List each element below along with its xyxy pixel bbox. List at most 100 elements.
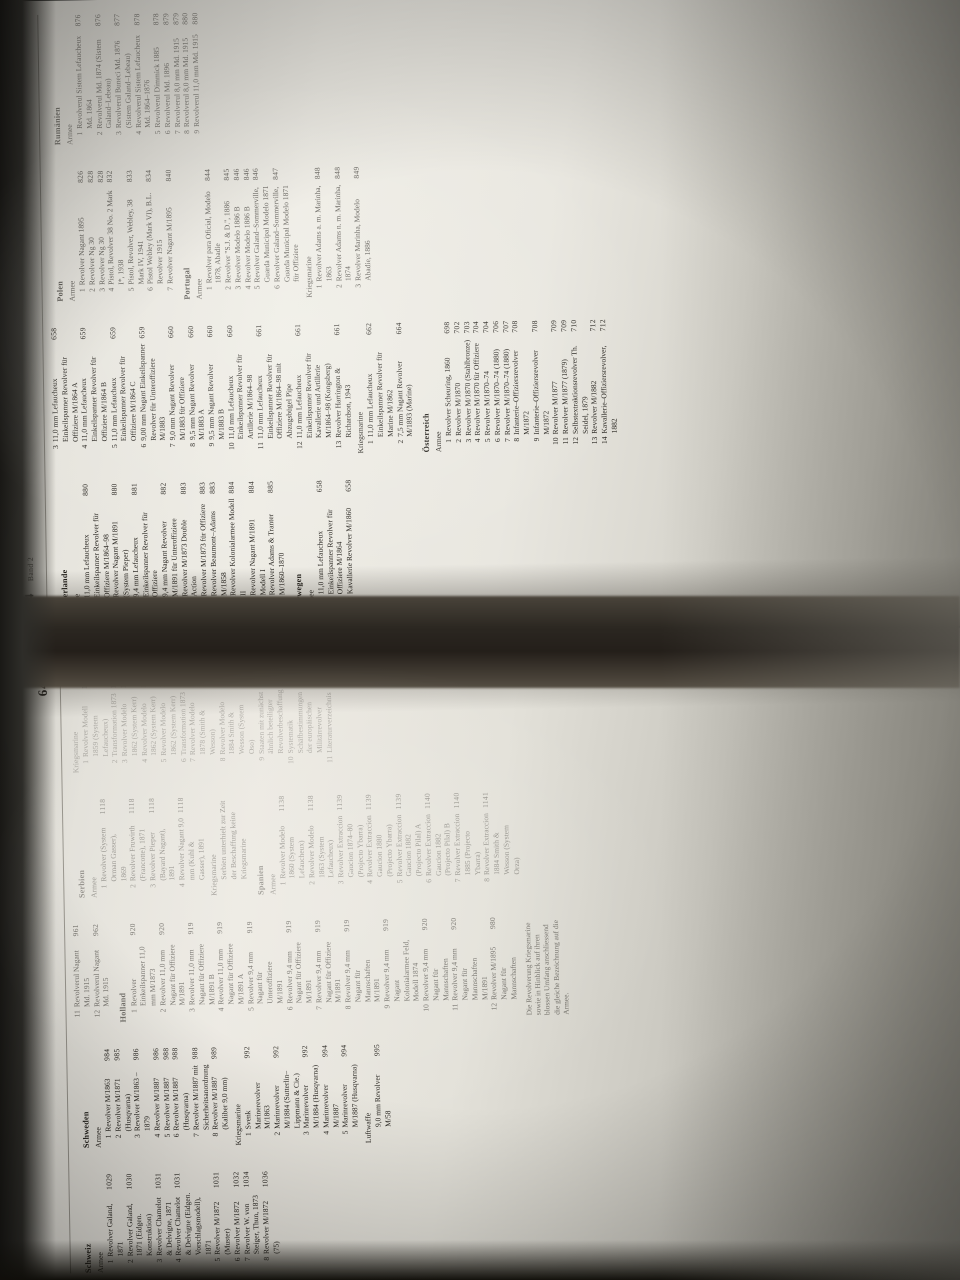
index-entry: 39,4 mm Lefaucheux Einkeilspanner Revolv… <box>129 482 160 604</box>
group-heading: Kriegsmarine <box>232 1104 243 1146</box>
group-heading: Kriegsmarine <box>70 731 81 774</box>
index-entry: 5 Pistol, Revolver, Webley, 38 Mark IV, 1… <box>124 169 145 292</box>
page-edge-left <box>0 0 56 1280</box>
index-entry: 2 Revolver Fruwirth (Francotte), 1871 1118 <box>127 798 148 889</box>
index-entry: 5 Revolver Extraccion Gaucion 1882 (Proje… <box>393 793 424 884</box>
index-entry: 9 Revolver 9,4 mm Nagant Kolonialarmee Fe… <box>380 918 421 1009</box>
index-entry: 14 Kavallerie–Offiziersrevolver, 1882 712 <box>598 319 619 445</box>
column-3: 11 Revolverul Nagant Md. 1915 961 12 Revolv… <box>71 916 574 1024</box>
index-entry: 1 Revolverul Sistem Lefaucheux Md. 1864 87… <box>73 14 94 136</box>
book-page-left: 644 Band 2 Niederlande Armee 111,0 mm Le… <box>0 0 960 642</box>
index-entry: 4 Revolver 11,0 mm Nagant für Offiziere M… <box>215 921 246 1012</box>
index-entry: 6 Revolver Extraccion Gaucion 1882 (Proje… <box>422 792 453 883</box>
index-entry: 2 Revolver Modelo 1863 (System Lefaucheux… <box>305 795 336 885</box>
index-entry: 4 Revolver Extraccion Gaucion 1880 (Proje… <box>363 793 394 884</box>
index-entry: 5 Marinrevolver M/1887 (Husqvarna) 994 <box>339 1044 360 1135</box>
book-spine-shadow <box>0 596 960 688</box>
index-entry: 4 Pistol, Revolver 38 No. 2 Mark I*, 1938… <box>104 170 126 292</box>
index-entry: 3 Revolver 11,0 mm Nagant für Offiziere M… <box>185 922 216 1013</box>
group-heading: Armee <box>89 877 99 898</box>
index-entry: 11 Revolverul Nagant Md. 1915 961 <box>70 924 92 1018</box>
index-entry: 1 Revolver Einkeilspanner 11,0 mm M/1873 9… <box>127 923 158 1014</box>
index-entry: 6 Revolver M/1887 (Husqvarna) 988 <box>170 1047 191 1138</box>
section-note: Die Revolverung Kriegsmarine sowie in Hi… <box>522 919 571 1016</box>
group-heading: Armee <box>93 1127 103 1148</box>
index-entry: 6 Revolver 9,4 mm Nagant für Offiziere M/… <box>283 920 314 1011</box>
group-heading: Luftwaffe <box>363 1112 373 1144</box>
index-entry: 8 Revolver M/1887 (Kaliber 9,0 mm) 989 <box>209 1046 230 1137</box>
index-entry: 3 Revolver Extraccion Gaucion 1874–80 (Pr… <box>334 794 365 885</box>
group-heading: Kriegsmarine <box>209 854 219 896</box>
index-entry: 10 Revolver 9,4 mm Nagant für Mannschafte… <box>419 918 450 1012</box>
index-entry: Serbien unterhielt zur Zeit der Beschaff… <box>218 800 248 880</box>
index-entry: 3 Revolver Pieper (Bayard Nagant), 1891 11… <box>146 797 177 888</box>
index-entry: 4 Revolverul Sistem Lefaucheux Md. 1864–1… <box>131 13 153 135</box>
index-entry: 8 Infanterie–Offiziersrevolver M/1872 708 <box>510 320 531 442</box>
index-entry: 9 Infanterie–Offiziersrevolver M/1872 708 <box>529 320 551 442</box>
index-entry: 7 Revolver Nagant M/1895 840 <box>163 169 175 291</box>
index-entry: 9 Revolverul 11,0 mm Md. 1915 880 <box>190 12 202 134</box>
index-entry: 13 Revolver Harrington & Richardson, 1943… <box>331 323 353 449</box>
index-entry: 3 Revolver Marinha, Modelo Abadie, 1886 84… <box>351 166 373 288</box>
index-entry: 6 Revolver Galand–Sommerville, Guarda Mun… <box>270 167 301 290</box>
index-entry: 5 Revolver 9,4 mm Nagant für Unteroffizie… <box>244 921 285 1012</box>
country-heading: Serbien <box>77 869 87 899</box>
group-heading: Armee <box>267 874 277 895</box>
index-entry: 5 11,0 mm Lefaucheux Einkeilspanner Revol… <box>107 326 138 449</box>
index-entry: 6 Pistol Webley (Mark VI), B.L. Revolver … <box>143 169 165 292</box>
index-entry: 11 Revolver 9,4 mm Nagant für Mannschafte… <box>449 917 489 1011</box>
index-entry: 3 Revolverul Buneci Md. 1876 (Sistem Gala… <box>112 13 133 136</box>
index-entry: 12 Revolverul Nagant Md. 1915 962 <box>90 923 111 1018</box>
index-entry: 4 Revolver Nagant 9,0 mm (Kuhl & Gasser),… <box>175 797 206 888</box>
index-entry: 4 Marinrevolver M/1887 994 <box>319 1044 341 1135</box>
index-entry: 1 Revolver para Oficial, Modelo 1878, Aba… <box>202 168 223 291</box>
index-entry: 4 11,0 mm Lefaucheux Einkeilspanner Revol… <box>78 327 109 449</box>
index-entry: 8 9,5 mm Nagant Revolver M/1883 A 660 <box>185 325 207 447</box>
index-entry: 49,4 mm Nagant Revolver M/1891 für Unter… <box>158 482 180 603</box>
country-heading: Portugal <box>181 267 192 300</box>
country-heading: Norwegen <box>293 573 304 611</box>
index-entry: 6 9,00 mm Nagant Einkeilspanner Revolver … <box>136 326 168 448</box>
index-entry: 2 Revolver Adams n. m. Marinha, 1874 848 <box>332 166 353 289</box>
index-entry: 3 Marinrevolver M/1884 (Husqvarna) 992 <box>300 1045 321 1136</box>
column-4: Rumänien Armee 1 Revolverul Sistem Lefauc… <box>44 6 614 145</box>
index-entry: 9 9,5 mm Nagant Revolver M/1883 B 660 <box>205 325 226 447</box>
index-entry: 10 11,0 mm Lefaucheux Einkeilspanner Revo… <box>224 324 255 451</box>
index-entry: 2 Marinrevolver M/1884 (Sutterlin–Lippman… <box>271 1045 302 1136</box>
index-entry: 3 Revolver M/1863 – 1879 986 <box>131 1048 152 1139</box>
index-entry: 8 Revolver 9,4 mm Nagant für Mannschaften… <box>341 919 382 1010</box>
index-entry: 2 Revolverul Md. 1874 (Sistem Galand–Lebe… <box>92 13 114 136</box>
index-entry: 12 Revolver M/1895 Nagant für Mannschafte… <box>488 916 519 1011</box>
index-entry: 111,0 mm Lefaucheux Einkeilspanner Revol… <box>314 480 345 601</box>
index-entry: 2 Revolver M/1871 (Husqvarna) 985 <box>111 1048 133 1139</box>
index-entry: 9,0 mm Revolver M/58 995 <box>371 1043 393 1128</box>
column-4: Serbien Armee 1 Revolver (System Orman Ga… <box>69 791 572 899</box>
index-entry: 1 Revolver Modelo 1860 (System Lefaucheux… <box>276 795 307 886</box>
country-heading: Schweden <box>81 1111 91 1149</box>
country-heading: Holland <box>118 992 128 1023</box>
index-entry: 1 Revolver Adams a. m. Marinha, 1863 848 <box>312 167 334 289</box>
country-heading: Spanien <box>255 865 265 896</box>
index-entry: 8 Revolver Extraccion 1884 Smith & Wesson… <box>480 791 521 882</box>
index-entry: 7 Revolver 9,4 mm Nagant für Offiziere M/… <box>312 919 343 1010</box>
index-entry: 1 Revolver (System Orman Gasser), 1869 111… <box>97 798 128 889</box>
column-2: Schweden Armee 1 Revolver M/1863 984 2 Revo… <box>73 1041 576 1149</box>
column-1: Niederlande Armee 111,0 mm Lefaucheux Ei… <box>52 475 622 615</box>
column-2: 311,0 mm Lefaucheux Einkeilspanner Revol… <box>49 319 619 458</box>
index-entry: 111,0 mm Lefaucheux Einkeilspanner Revol… <box>80 483 111 605</box>
index-entry: 12 Selbstextraktionsrevolver Th. Seidel, … <box>568 319 590 445</box>
index-entry: 7 9,0 mm Nagant Revolver M/1883 für Offiz… <box>166 325 187 448</box>
index-entry: 1 Svenk Marinerevolver M/1863 992 <box>241 1046 272 1137</box>
index-entry: 2 Revolver 11,0 mm Nagant für Offiziere M… <box>156 922 187 1013</box>
index-entry: 11 11,0 mm Lefaucheux Einkeilspanner Revo… <box>253 324 294 450</box>
country-heading: Österreich <box>421 413 432 453</box>
